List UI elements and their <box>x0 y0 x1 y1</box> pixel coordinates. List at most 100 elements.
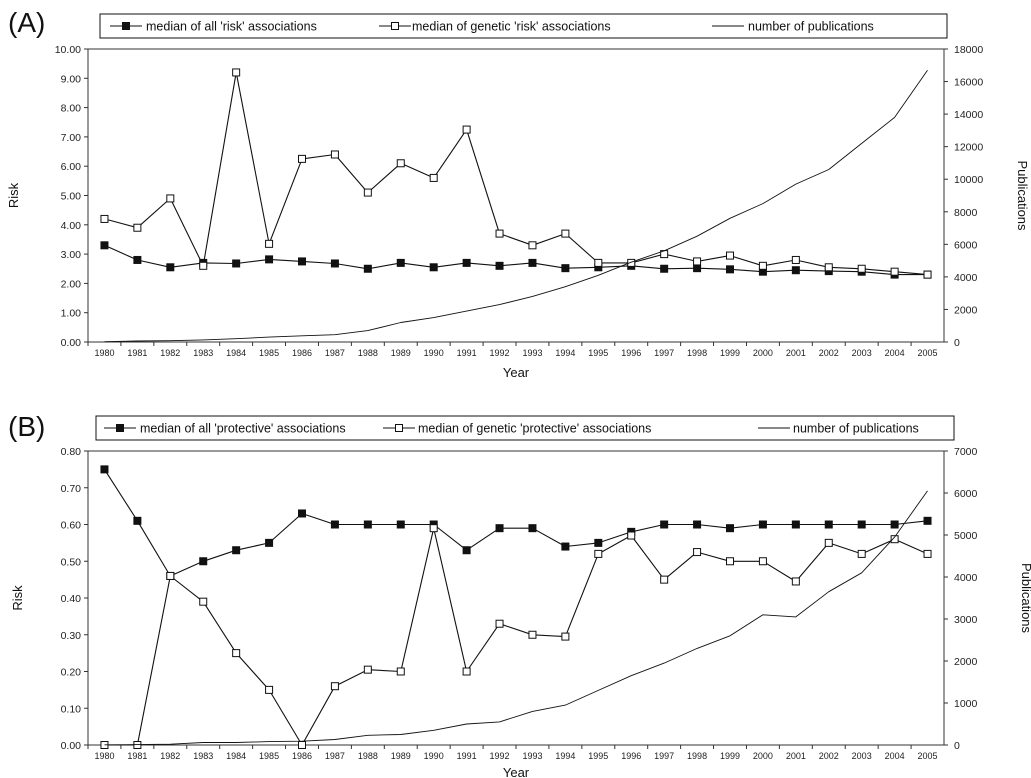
y2-axis-title: Publications <box>1019 563 1031 634</box>
data-point-series-1 <box>857 520 866 529</box>
x-tick-label: 1982 <box>160 751 180 761</box>
x-axis-title: Year <box>503 365 530 380</box>
data-point-series-2 <box>199 597 208 606</box>
data-point-series-1 <box>298 257 306 266</box>
y2-tick-label: 0 <box>954 337 960 349</box>
x-tick-label: 2000 <box>753 751 773 761</box>
data-point-series-2 <box>166 571 175 580</box>
data-point-series-1 <box>528 524 537 533</box>
x-tick-label: 2003 <box>852 751 872 761</box>
x-tick-label: 1990 <box>424 751 444 761</box>
legend-box <box>95 415 955 441</box>
y-tick-label: 0.70 <box>61 483 82 495</box>
data-point-series-2 <box>528 630 537 639</box>
x-tick-label: 1988 <box>358 348 378 358</box>
data-point-series-1 <box>133 255 142 264</box>
x-tick-label: 1983 <box>193 348 213 358</box>
data-point-series-2 <box>561 229 570 238</box>
x-tick-label: 1990 <box>424 348 444 358</box>
y2-tick-label: 3000 <box>954 614 978 626</box>
y-tick-label: 7.00 <box>61 132 82 144</box>
data-point-series-2 <box>890 267 899 276</box>
x-tick-label: 1998 <box>687 751 707 761</box>
x-tick-label: 1999 <box>720 751 740 761</box>
data-point-series-2 <box>857 264 866 273</box>
data-point-series-1 <box>890 520 899 529</box>
data-point-series-2 <box>495 229 504 238</box>
x-tick-label: 1993 <box>522 348 542 358</box>
y-tick-label: 6.00 <box>61 161 82 173</box>
data-point-series-2 <box>660 575 669 584</box>
data-point-series-1 <box>166 263 175 272</box>
x-tick-label: 1989 <box>391 348 411 358</box>
x-tick-label: 2002 <box>819 751 839 761</box>
data-point-series-2 <box>462 667 471 676</box>
series-line-1 <box>104 469 928 577</box>
data-point-series-1 <box>232 259 241 268</box>
x-tick-label: 1997 <box>654 348 674 358</box>
data-point-series-1 <box>330 520 339 529</box>
y2-tick-label: 4000 <box>954 272 978 284</box>
data-point-series-2 <box>429 524 438 533</box>
data-point-series-1 <box>660 520 669 529</box>
y2-tick-label: 2000 <box>954 656 978 668</box>
y2-tick-label: 12000 <box>954 142 983 154</box>
data-point-series-1 <box>495 524 504 533</box>
x-tick-label: 1991 <box>457 348 477 358</box>
panel-a: (A) median of all 'risk' associations medi… <box>6 7 1030 380</box>
data-point-series-1 <box>923 516 932 525</box>
series-line-2 <box>104 71 928 276</box>
x-tick-label: 2004 <box>885 751 905 761</box>
y-tick-label: 0.50 <box>61 556 82 568</box>
y-tick-label: 3.00 <box>61 249 82 261</box>
data-point-series-2 <box>166 194 175 203</box>
data-point-series-2 <box>791 255 800 264</box>
data-point-series-1 <box>298 509 306 518</box>
data-point-series-2 <box>594 258 603 267</box>
x-tick-label: 1995 <box>588 751 608 761</box>
panel-label-b: (B) <box>8 411 45 442</box>
y2-tick-label: 6000 <box>954 488 978 500</box>
data-point-series-1 <box>265 538 274 547</box>
series-line-3 <box>104 69 928 343</box>
x-tick-label: 2005 <box>918 348 938 358</box>
data-point-series-2 <box>363 665 372 674</box>
data-point-series-2 <box>298 741 306 749</box>
y-tick-label: 0.80 <box>61 446 82 458</box>
y-tick-label: 9.00 <box>61 73 82 85</box>
legend-entry-3: number of publications <box>793 422 919 436</box>
data-point-series-1 <box>232 546 241 555</box>
x-tick-label: 1993 <box>522 751 542 761</box>
x-tick-label: 1986 <box>292 348 312 358</box>
series-line-3 <box>104 490 928 746</box>
x-tick-label: 1994 <box>555 348 575 358</box>
data-point-series-2 <box>298 154 306 163</box>
data-point-series-2 <box>265 239 274 248</box>
legend-marker-2 <box>395 424 403 432</box>
y-tick-label: 0.60 <box>61 520 82 532</box>
data-point-series-1 <box>726 265 734 274</box>
x-tick-label: 1982 <box>160 348 180 358</box>
data-point-series-1 <box>330 259 339 268</box>
y2-tick-label: 4000 <box>954 572 978 584</box>
y2-tick-label: 14000 <box>954 109 983 121</box>
legend-entry-3: number of publications <box>748 20 874 34</box>
x-tick-label: 1985 <box>259 348 279 358</box>
data-point-series-2 <box>561 632 570 641</box>
y2-tick-label: 1000 <box>954 698 978 710</box>
legend-entry-2: median of genetic 'protective' associati… <box>418 422 651 436</box>
data-point-series-1 <box>363 264 372 273</box>
data-point-series-2 <box>100 214 109 223</box>
data-point-series-2 <box>594 549 603 558</box>
plot-frame <box>87 450 945 746</box>
data-point-series-2 <box>396 159 405 168</box>
data-point-series-2 <box>726 557 734 566</box>
x-tick-label: 1997 <box>654 751 674 761</box>
data-point-series-2 <box>726 251 734 260</box>
y2-tick-label: 0 <box>954 740 960 752</box>
data-point-series-1 <box>791 266 800 275</box>
x-axis-title: Year <box>503 765 530 778</box>
data-point-series-1 <box>791 520 800 529</box>
y-tick-label: 0.00 <box>61 337 82 349</box>
data-point-series-1 <box>462 258 471 267</box>
